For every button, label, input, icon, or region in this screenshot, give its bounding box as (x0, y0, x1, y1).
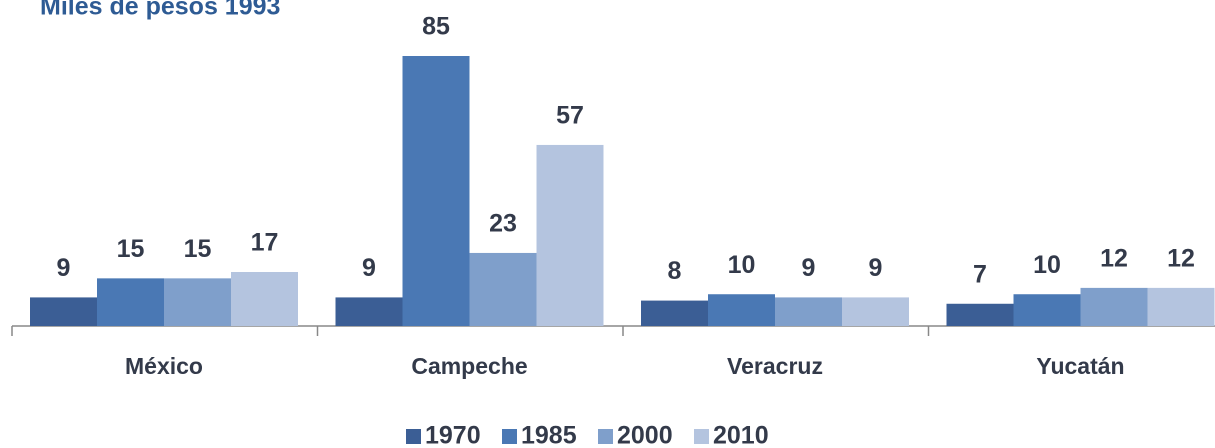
bar (231, 272, 298, 326)
data-label: 15 (117, 235, 145, 263)
data-label: 9 (869, 254, 883, 282)
bar (97, 278, 164, 326)
chart-title: Miles de pesos 1993 (40, 0, 280, 21)
legend-swatch (406, 429, 421, 444)
legend-label: 1970 (425, 422, 481, 448)
data-label: 57 (556, 102, 584, 130)
data-label: 10 (1033, 251, 1061, 279)
data-label: 9 (802, 254, 816, 282)
data-label: 17 (251, 229, 279, 257)
data-label: 9 (57, 254, 71, 282)
legend-swatch (598, 429, 613, 444)
legend-label: 2000 (617, 422, 673, 448)
legend-swatch (502, 429, 517, 444)
bar (1080, 287, 1148, 326)
bar (1147, 287, 1215, 326)
bar (335, 297, 403, 326)
bar (164, 278, 231, 326)
x-tick-label: Veracruz (727, 353, 823, 379)
x-tick-label: México (125, 353, 203, 379)
bar (842, 297, 909, 326)
bar (469, 252, 537, 326)
bar (775, 297, 842, 326)
bar (641, 300, 708, 326)
bar (1013, 294, 1081, 326)
data-label: 7 (973, 260, 987, 288)
x-tick-label: Campeche (411, 353, 527, 379)
data-label: 8 (668, 257, 682, 285)
data-label: 10 (728, 251, 756, 279)
data-label: 15 (184, 235, 212, 263)
data-label: 85 (422, 13, 450, 41)
data-label: 12 (1100, 244, 1128, 272)
bar (708, 294, 775, 326)
data-label: 12 (1167, 244, 1195, 272)
data-label: 9 (362, 254, 376, 282)
x-tick-label: Yucatán (1036, 353, 1124, 379)
bar (946, 303, 1014, 326)
bar (536, 144, 604, 326)
bar (402, 56, 470, 326)
data-label: 23 (489, 210, 517, 238)
legend-swatch (694, 429, 709, 444)
bar (30, 297, 97, 326)
legend-label: 1985 (521, 422, 577, 448)
legend-label: 2010 (713, 422, 769, 448)
